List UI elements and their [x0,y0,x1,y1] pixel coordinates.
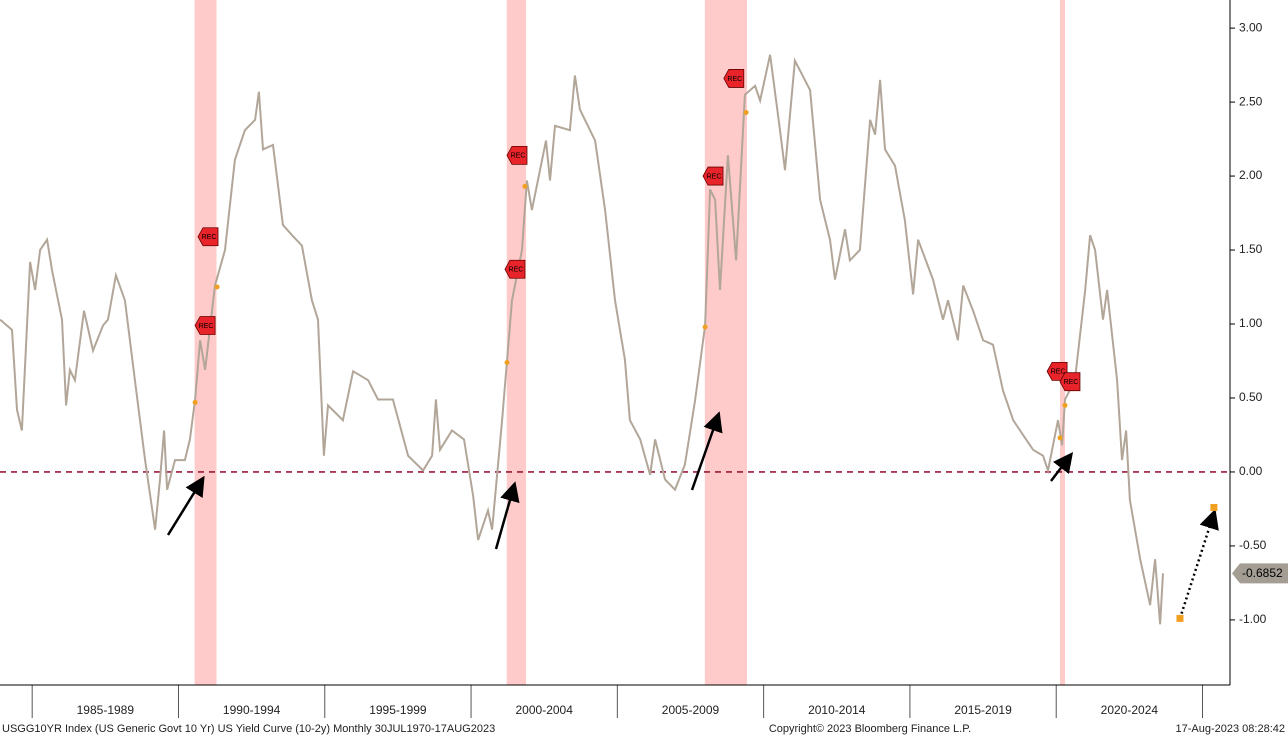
x-tick-label: 1995-1999 [369,703,427,717]
arrow [1050,452,1074,482]
recession-marker [214,284,220,290]
y-tick-label: 3.00 [1239,20,1263,34]
y-tick-label: 1.00 [1239,316,1263,330]
rec-flag [506,145,528,165]
y-tick-label: 1.50 [1239,242,1263,256]
recession-marker [743,109,749,115]
y-tick-label: 0.50 [1239,390,1263,404]
recession-band [704,0,747,685]
footer-right: 17-Aug-2023 08:28:42 [1176,723,1285,735]
rec-flag-label: REC [509,267,524,274]
y-tick-label: -1.00 [1239,612,1267,626]
rec-flag-label: REC [1064,379,1079,386]
projection-point [1176,614,1184,622]
last-value-box [1232,563,1288,584]
recession-band [506,0,527,685]
rec-flag-label: REC [511,153,526,160]
recession-marker [192,399,198,405]
rec-flag-label: REC [727,76,742,83]
recession-marker [522,183,528,189]
arrow [166,475,205,536]
recession-marker [702,324,708,330]
arrow [494,481,520,550]
arrow [690,411,723,491]
x-tick-label: 2005-2009 [662,703,720,717]
recession-band [194,0,217,685]
y-tick-label: 2.50 [1239,94,1263,108]
recession-marker [504,359,510,365]
rec-flag [504,259,526,279]
rec-flag-label: REC [199,323,214,330]
y-tick-label: 0.00 [1239,464,1263,478]
rec-flag-label: REC [202,234,217,241]
rec-flag-label: REC [1051,369,1066,376]
x-tick-label: 2000-2004 [516,703,574,717]
recession-marker [1057,435,1063,441]
y-tick-label: -0.50 [1239,538,1267,552]
rec-flag [1059,372,1081,392]
footer-center: Copyright© 2023 Bloomberg Finance L.P. [769,723,971,735]
y-tick-label: 2.00 [1239,168,1263,182]
x-tick-label: 2010-2014 [808,703,866,717]
x-tick-label: 2020-2024 [1101,703,1159,717]
recession-marker [1062,402,1068,408]
yield-curve-line [0,54,1164,625]
arrows [166,411,1074,550]
x-tick-label: 1990-1994 [223,703,281,717]
footer-left: USGG10YR Index (US Generic Govt 10 Yr) U… [2,723,495,735]
recession-band [1060,0,1065,685]
rec-flag [702,166,724,186]
x-tick-label: 1985-1989 [77,703,135,717]
rec-flag [197,227,219,247]
rec-flag-label: REC [707,173,722,180]
rec-flag [194,316,216,335]
x-tick-label: 2015-2019 [954,703,1012,717]
rec-flag [723,69,745,88]
rec-flag [1046,361,1068,381]
projection-arrow [1178,508,1219,619]
last-value-label: -0.6852 [1242,566,1283,580]
projection-point [1210,503,1218,511]
